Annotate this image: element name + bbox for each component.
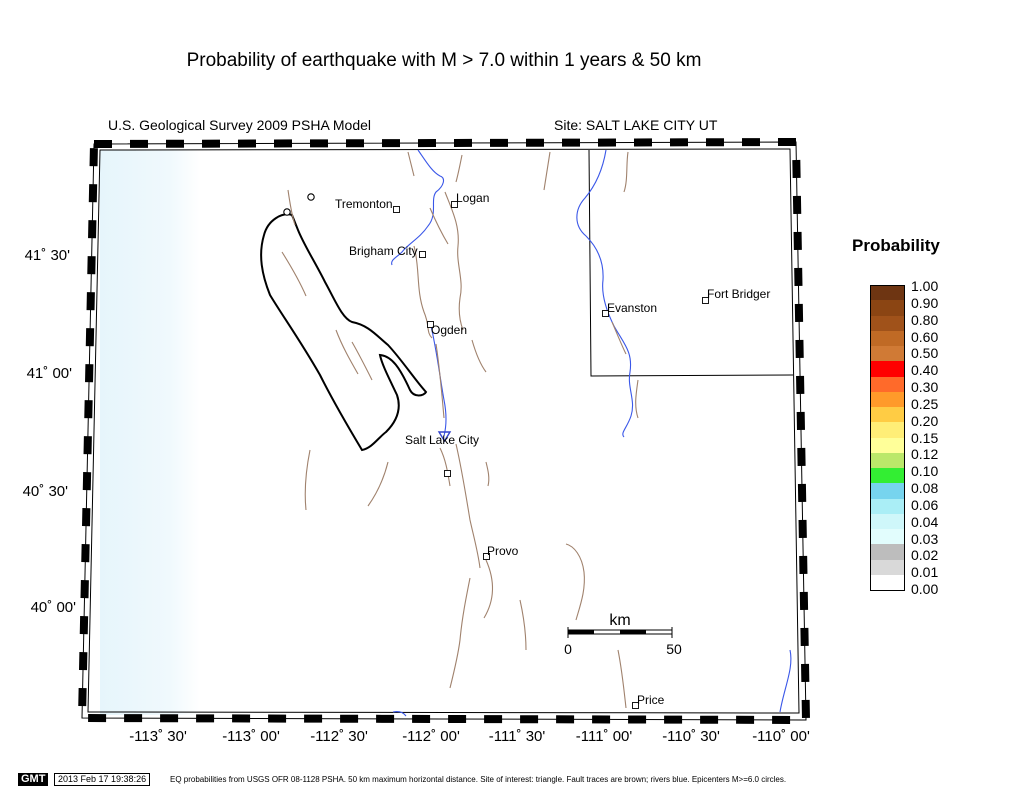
city-label: Logan bbox=[456, 191, 489, 205]
legend-swatch bbox=[870, 361, 905, 377]
city-label: Fort Bridger bbox=[707, 287, 770, 301]
legend-swatch bbox=[870, 300, 905, 316]
legend-swatch bbox=[870, 407, 905, 423]
longitude-label: -110˚ 00' bbox=[752, 728, 810, 745]
legend-swatch bbox=[870, 330, 905, 346]
legend-level-label: 0.08 bbox=[911, 480, 939, 496]
rivers bbox=[391, 149, 792, 717]
city-label: Evanston bbox=[607, 301, 657, 315]
legend-swatch bbox=[870, 391, 905, 407]
legend-swatch bbox=[870, 529, 905, 545]
city-label: Tremonton bbox=[335, 197, 393, 211]
longitude-label: -110˚ 30' bbox=[662, 728, 720, 745]
legend-level-label: 0.80 bbox=[911, 311, 939, 328]
legend-swatch bbox=[870, 483, 905, 499]
longitude-label: -112˚ 00' bbox=[402, 728, 460, 745]
legend-level-label: 0.10 bbox=[911, 463, 939, 480]
gmt-logo: GMT bbox=[18, 773, 49, 786]
city-markers bbox=[393, 201, 709, 709]
great-salt-lake bbox=[260, 213, 428, 452]
latitude-label: 40˚ 00' bbox=[31, 599, 77, 616]
scale-bar: km 0 50 bbox=[564, 612, 682, 657]
legend-swatch bbox=[870, 544, 905, 560]
scale-bar-unit: km bbox=[609, 612, 630, 629]
legend-level-label: 0.03 bbox=[911, 530, 939, 547]
legend-level-label: 0.06 bbox=[911, 496, 939, 513]
epicenter-circle bbox=[283, 208, 291, 216]
longitude-label: -111˚ 00' bbox=[576, 728, 633, 745]
city-label: Salt Lake City bbox=[405, 433, 479, 447]
city-label: Brigham City bbox=[349, 244, 418, 258]
timestamp: 2013 Feb 17 19:38:26 bbox=[54, 773, 151, 786]
fault-traces bbox=[281, 151, 639, 709]
legend-swatch bbox=[870, 376, 905, 392]
legend-swatch bbox=[870, 574, 905, 591]
city-label: Ogden bbox=[431, 323, 467, 337]
legend-level-label: 0.25 bbox=[911, 395, 939, 412]
city-label: Provo bbox=[487, 544, 519, 558]
latitude-label: 40˚ 30' bbox=[23, 483, 69, 500]
legend-level-label: 0.40 bbox=[911, 362, 939, 379]
scale-bar-end: 50 bbox=[666, 641, 682, 657]
scale-bar-start: 0 bbox=[564, 641, 572, 657]
legend-swatch bbox=[870, 285, 905, 302]
legend-level-label: 0.20 bbox=[911, 412, 939, 429]
legend-level-label: 0.00 bbox=[911, 581, 939, 597]
legend-swatch bbox=[870, 422, 905, 438]
epicenter-circle bbox=[307, 193, 315, 201]
probability-shading bbox=[100, 150, 200, 715]
caption: EQ probabilities from USGS OFR 08-1128 P… bbox=[170, 775, 787, 784]
longitude-label: -113˚ 00' bbox=[222, 728, 280, 745]
legend-swatch bbox=[870, 513, 905, 529]
legend-swatch bbox=[870, 346, 905, 362]
legend-level-label: 0.02 bbox=[911, 547, 939, 564]
model-label: U.S. Geological Survey 2009 PSHA Model bbox=[108, 117, 372, 133]
city-label: Price bbox=[637, 693, 665, 707]
longitude-label: -113˚ 30' bbox=[129, 728, 187, 745]
latitude-label: 41˚ 30' bbox=[25, 247, 71, 264]
site-label: Site: SALT LAKE CITY UT bbox=[554, 117, 718, 133]
legend-level-label: 0.30 bbox=[911, 379, 939, 395]
map-title: Probability of earthquake with M > 7.0 w… bbox=[186, 50, 702, 71]
legend-swatch bbox=[870, 468, 905, 484]
state-boundary bbox=[588, 149, 794, 377]
legend-level-label: 0.12 bbox=[911, 446, 939, 463]
legend-level-label: 0.90 bbox=[911, 294, 939, 311]
longitude-label: -112˚ 30' bbox=[310, 728, 368, 745]
legend-level-label: 0.50 bbox=[911, 345, 939, 362]
longitude-label: -111˚ 30' bbox=[489, 728, 546, 745]
legend-swatch bbox=[870, 559, 905, 575]
legend-level-label: 0.01 bbox=[911, 564, 939, 581]
site-triangle-icon bbox=[437, 431, 452, 443]
map-frame bbox=[77, 137, 811, 725]
legend-level-label: 0.04 bbox=[911, 513, 939, 530]
legend-level-label: 0.15 bbox=[911, 429, 939, 446]
legend-swatch bbox=[870, 437, 905, 453]
latitude-label: 41˚ 00' bbox=[27, 365, 73, 382]
legend-level-label: 0.60 bbox=[911, 328, 939, 345]
legend-swatch bbox=[870, 315, 905, 331]
legend-swatch bbox=[870, 452, 905, 468]
legend-swatch bbox=[870, 498, 905, 514]
legend-level-label: 1.00 bbox=[911, 278, 939, 294]
legend-title: Probability bbox=[852, 236, 940, 255]
